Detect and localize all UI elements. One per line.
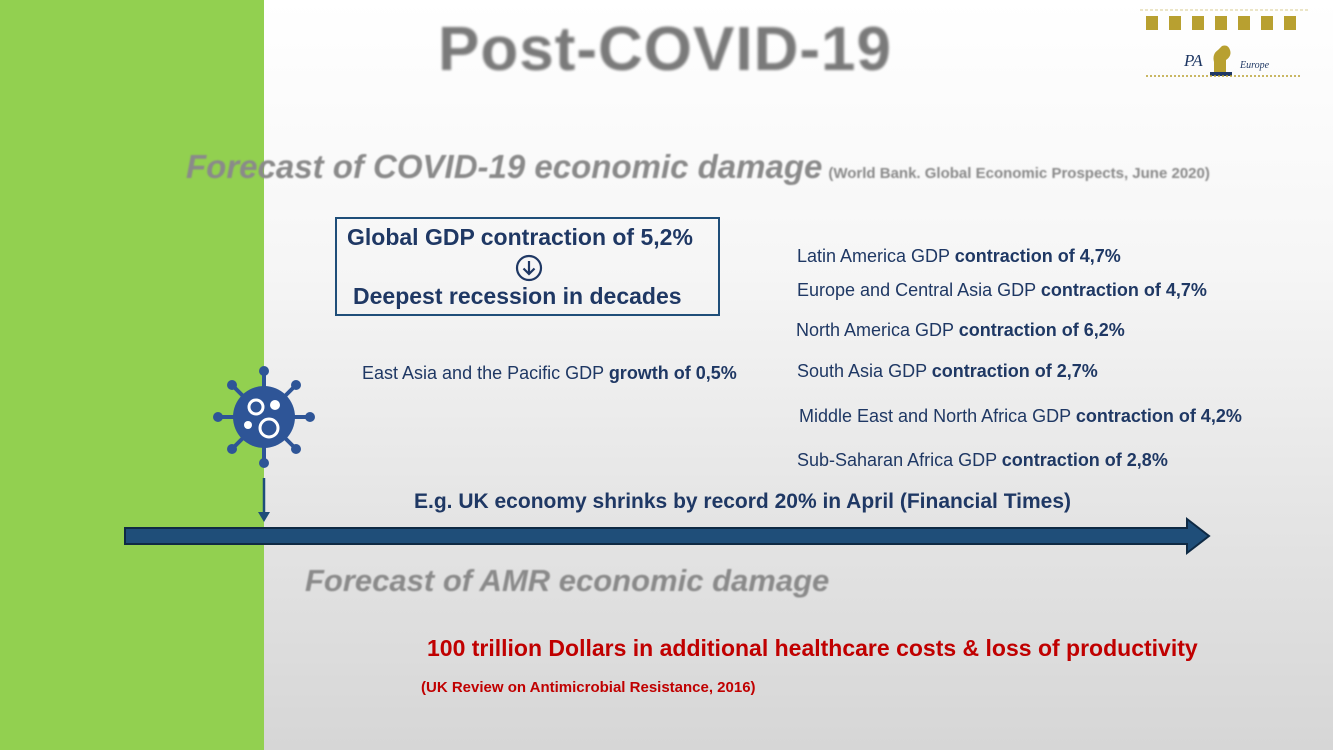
amr-forecast-heading: Forecast of AMR economic damage <box>305 563 830 598</box>
region-middle-east-north-africa: Middle East and North Africa GDP contrac… <box>799 406 1242 427</box>
region-value: contraction of 4,7% <box>954 246 1121 266</box>
pa-europe-logo: PA Europe <box>1140 9 1308 77</box>
region-value: contraction of 4,2% <box>1075 406 1242 426</box>
arrow-down-circle-icon <box>515 254 543 282</box>
region-value: contraction of 2,8% <box>1001 450 1168 470</box>
amr-source-text: (UK Review on Antimicrobial Resistance, … <box>421 679 756 696</box>
logo-sub: Europe <box>1239 60 1270 71</box>
region-label: East Asia and the Pacific GDP <box>362 363 604 383</box>
region-value: growth of 0,5% <box>608 363 737 383</box>
green-side-bar <box>0 0 264 750</box>
region-label: Middle East and North Africa GDP <box>799 406 1071 426</box>
uk-economy-note: E.g. UK economy shrinks by record 20% in… <box>414 490 1072 513</box>
region-label: Sub-Saharan Africa GDP <box>797 450 997 470</box>
region-value: contraction of 6,2% <box>958 320 1125 340</box>
region-label: Europe and Central Asia GDP <box>797 280 1036 300</box>
region-label: Latin America GDP <box>797 246 950 266</box>
logo-letters: PA <box>1183 51 1203 70</box>
covid-forecast-title: Forecast of COVID-19 economic damage <box>186 148 823 185</box>
virus-icon <box>213 366 315 468</box>
deepest-recession-text: Deepest recession in decades <box>353 283 682 309</box>
knight-icon <box>1213 45 1231 74</box>
region-label: North America GDP <box>796 320 954 340</box>
region-latin-america: Latin America GDP contraction of 4,7% <box>797 246 1121 267</box>
covid-forecast-source: (World Bank. Global Economic Prospects, … <box>828 165 1210 182</box>
region-value: contraction of 4,7% <box>1040 280 1207 300</box>
region-south-asia: South Asia GDP contraction of 2,7% <box>797 361 1098 382</box>
amr-cost-text: 100 trillion Dollars in additional healt… <box>427 635 1198 661</box>
arrow-down-icon <box>258 478 270 522</box>
region-label: South Asia GDP <box>797 361 927 381</box>
region-value: contraction of 2,7% <box>931 361 1098 381</box>
region-europe-central-asia: Europe and Central Asia GDP contraction … <box>797 280 1207 301</box>
covid-forecast-heading: Forecast of COVID-19 economic damage (Wor… <box>186 148 1210 186</box>
region-sub-saharan-africa: Sub-Saharan Africa GDP contraction of 2,… <box>797 450 1168 471</box>
region-east-asia: East Asia and the Pacific GDP growth of … <box>362 363 737 384</box>
timeline-arrow <box>124 516 1211 556</box>
region-north-america: North America GDP contraction of 6,2% <box>796 320 1125 341</box>
global-gdp-box <box>335 217 720 316</box>
global-gdp-text: Global GDP contraction of 5,2% <box>347 224 693 250</box>
page-title: Post-COVID-19 <box>438 15 892 84</box>
